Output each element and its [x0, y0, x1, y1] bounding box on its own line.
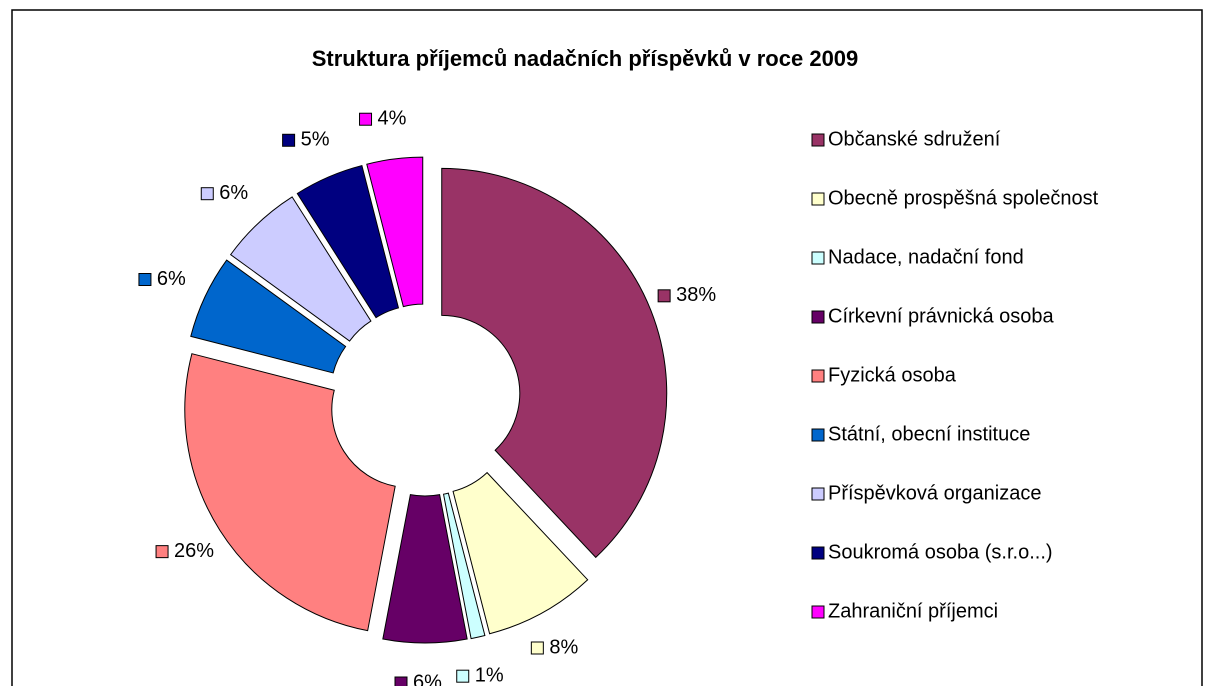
- legend-swatch: [811, 369, 825, 383]
- legend-swatch: [811, 428, 825, 442]
- data-label: 8%: [549, 636, 578, 658]
- pie-slice: [229, 196, 372, 342]
- label-marker: [200, 187, 214, 201]
- label-marker: [282, 133, 296, 147]
- pie-slice: [296, 164, 400, 319]
- legend-label: Příspěvková organizace: [828, 482, 1041, 504]
- data-label: 38%: [676, 284, 716, 306]
- legend-swatch: [811, 133, 825, 147]
- data-label: 6%: [413, 671, 442, 686]
- pie-slice: [382, 494, 468, 644]
- data-label: 4%: [378, 108, 407, 130]
- label-marker: [530, 641, 544, 655]
- label-marker: [657, 289, 671, 303]
- pie-slice: [366, 156, 424, 308]
- pie-slice: [441, 167, 668, 559]
- data-label: 6%: [219, 182, 248, 204]
- legend-swatch: [811, 605, 825, 619]
- data-label: 5%: [301, 129, 330, 151]
- legend-swatch: [811, 310, 825, 324]
- data-label: 6%: [157, 268, 186, 290]
- pie-slice: [184, 353, 396, 632]
- legend-label: Církevní právnická osoba: [828, 305, 1055, 327]
- pie-slice: [442, 492, 486, 640]
- legend-label: Nadace, nadační fond: [828, 246, 1024, 268]
- label-marker: [155, 545, 169, 559]
- label-marker: [394, 676, 408, 686]
- legend-swatch: [811, 546, 825, 560]
- pie-slice: [452, 471, 589, 635]
- legend-swatch: [811, 487, 825, 501]
- label-marker: [359, 112, 373, 126]
- legend-swatch: [811, 192, 825, 206]
- legend-swatch: [811, 251, 825, 265]
- legend-label: Obecně prospěšná společnost: [828, 187, 1099, 209]
- label-marker: [138, 273, 152, 287]
- legend-label: Občanské sdružení: [828, 128, 1001, 150]
- data-label: 26%: [174, 540, 214, 562]
- legend-label: Fyzická osoba: [828, 364, 957, 386]
- legend-label: Zahraniční příjemci: [828, 600, 998, 622]
- label-marker: [456, 669, 470, 683]
- pie-slice: [190, 259, 347, 374]
- legend-label: Státní, obecní instituce: [828, 423, 1030, 445]
- legend-label: Soukromá osoba (s.r.o...): [828, 541, 1053, 563]
- data-label: 1%: [475, 664, 504, 686]
- chart-title: Struktura příjemců nadačních příspěvků v…: [312, 46, 859, 71]
